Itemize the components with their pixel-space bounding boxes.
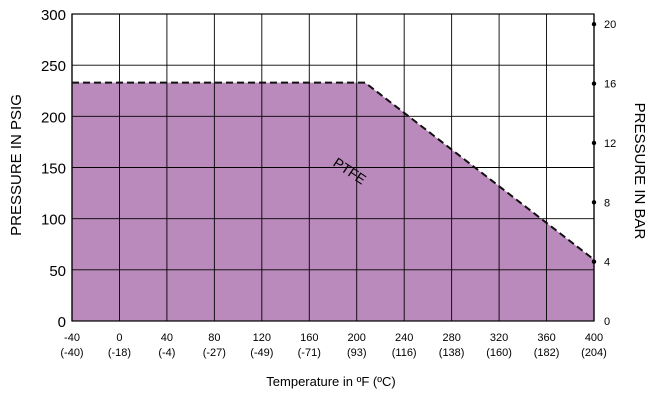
y2-tick-label: 12 bbox=[604, 138, 616, 150]
x-tick-label-f: -40 bbox=[64, 332, 80, 344]
x-tick-label-c: (160) bbox=[486, 347, 512, 359]
y2-axis-title: PRESSURE IN BAR bbox=[631, 103, 648, 240]
x-tick-label-f: 80 bbox=[208, 332, 220, 344]
x-tick-label-c: (-4) bbox=[158, 347, 175, 359]
y2-tick-dot bbox=[591, 140, 597, 146]
y2-tick-label: 4 bbox=[604, 257, 610, 269]
x-tick-label-c: (204) bbox=[581, 347, 607, 359]
y2-tick-dot bbox=[591, 200, 597, 205]
ptfe-line bbox=[72, 81, 595, 261]
x-tick-label-c: (182) bbox=[534, 347, 560, 359]
y2-tick-dot bbox=[591, 259, 597, 264]
x-tick-label-c: (-18) bbox=[108, 347, 131, 359]
x-tick-label-f: 240 bbox=[395, 332, 413, 344]
x-tick-label-f: 320 bbox=[490, 332, 508, 344]
y-tick-label: 0 bbox=[58, 314, 66, 331]
y2-tick-label: 20 bbox=[604, 19, 616, 31]
area-layer bbox=[72, 82, 594, 322]
x-tick-label-c: (-49) bbox=[250, 347, 273, 359]
ticks-layer: 0 50 100 150 200 250 300 0 4 8 12 16 20 -40 (-40) 0 (-18… bbox=[41, 7, 616, 359]
x-tick-label-f: 400 bbox=[585, 332, 603, 344]
y-tick-label: 50 bbox=[49, 263, 66, 280]
x-tick-label-c: (-71) bbox=[298, 347, 321, 359]
y-tick-label: 200 bbox=[41, 109, 66, 126]
x-tick-label-f: 0 bbox=[116, 332, 122, 344]
x-tick-label-f: 200 bbox=[348, 332, 366, 344]
x-tick-label-c: (116) bbox=[392, 347, 417, 359]
plot-border bbox=[71, 13, 595, 322]
y2-tick-label: 0 bbox=[604, 316, 610, 328]
x-tick-label-c: (138) bbox=[439, 347, 465, 359]
y-tick-label: 300 bbox=[41, 7, 66, 24]
y2-tick-label: 8 bbox=[604, 197, 610, 209]
y-tick-label: 150 bbox=[41, 161, 66, 178]
y2-tick-dot bbox=[591, 81, 597, 86]
x-axis-title: Temperature in ºF (ºC) bbox=[266, 374, 395, 389]
y-axis-title: PRESSURE IN PSIG bbox=[8, 94, 25, 236]
x-tick-label-f: 120 bbox=[253, 332, 271, 344]
ptfe-area bbox=[72, 82, 594, 322]
x-tick-label-f: 40 bbox=[161, 332, 173, 344]
y2-tick-dot bbox=[591, 22, 597, 27]
x-tick-label-f: 160 bbox=[300, 332, 318, 344]
x-tick-label-f: 280 bbox=[442, 332, 460, 344]
x-tick-label-c: (-40) bbox=[60, 347, 83, 359]
line-layer bbox=[72, 81, 595, 261]
x-tick-label-c: (-27) bbox=[203, 347, 226, 359]
x-tick-label-c: (93) bbox=[347, 347, 367, 359]
grid-layer bbox=[71, 13, 595, 322]
y-tick-label: 100 bbox=[41, 212, 66, 229]
y2-tick-label: 16 bbox=[604, 79, 616, 91]
y-tick-label: 250 bbox=[41, 58, 66, 75]
x-tick-label-f: 360 bbox=[537, 332, 555, 344]
